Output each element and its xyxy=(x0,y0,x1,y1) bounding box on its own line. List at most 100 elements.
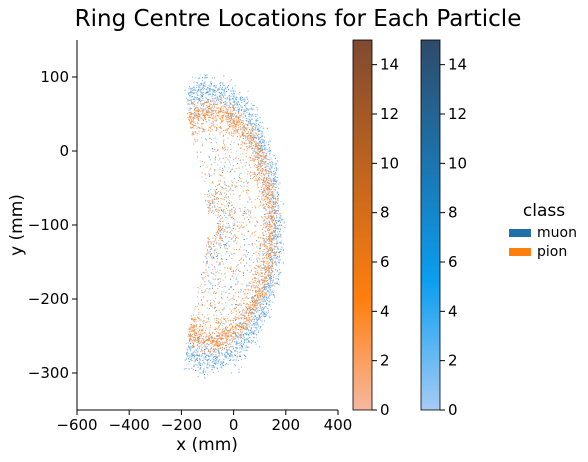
muon-point xyxy=(264,307,266,309)
muon-point xyxy=(221,293,223,295)
muon-point xyxy=(269,300,271,302)
muon-point xyxy=(221,92,223,94)
muon-point xyxy=(259,290,261,292)
muon-point xyxy=(223,114,225,116)
pion-point xyxy=(214,107,216,109)
pion-point xyxy=(266,256,268,258)
pion-point xyxy=(263,267,265,269)
pion-point xyxy=(250,167,252,169)
pion-point xyxy=(266,170,268,172)
pion-point xyxy=(231,113,233,115)
muon-point xyxy=(212,371,214,373)
pion-point xyxy=(270,257,272,259)
muon-point xyxy=(265,209,267,211)
muon-point xyxy=(275,189,277,191)
muon-point xyxy=(233,224,235,226)
muon-point xyxy=(214,162,216,164)
pion-point xyxy=(256,305,258,306)
muon-point xyxy=(222,365,224,367)
muon-point xyxy=(263,311,265,313)
muon-point xyxy=(220,93,222,95)
pion-point xyxy=(215,319,217,321)
pion-point xyxy=(216,237,218,239)
pion-point xyxy=(240,210,242,212)
pion-point xyxy=(190,127,192,129)
muon-point xyxy=(258,172,260,174)
pion-point xyxy=(215,109,217,111)
muon-point xyxy=(239,322,241,324)
muon-point xyxy=(275,242,277,244)
muon-point xyxy=(193,97,195,99)
pion-point xyxy=(235,117,237,119)
muon-point xyxy=(269,286,271,288)
pion-point xyxy=(271,255,273,257)
pion-point xyxy=(265,280,267,282)
pion-point xyxy=(212,129,214,131)
muon-point xyxy=(204,341,206,343)
muon-point xyxy=(203,100,205,102)
pion-point xyxy=(221,309,223,311)
pion-point xyxy=(245,152,247,154)
pion-point xyxy=(232,331,234,333)
pion-point xyxy=(259,280,261,282)
muon-point xyxy=(191,357,193,359)
muon-point xyxy=(250,327,252,329)
pion-point xyxy=(219,337,221,339)
pion-point xyxy=(263,261,265,263)
pion-point xyxy=(268,262,270,264)
muon-point xyxy=(224,92,226,94)
pion-point xyxy=(273,183,275,185)
muon-point xyxy=(207,363,209,365)
muon-point xyxy=(215,256,217,257)
pion-point xyxy=(264,186,266,188)
muon-point xyxy=(232,272,234,274)
muon-point xyxy=(220,323,222,325)
pion-point xyxy=(273,227,275,229)
muon-point xyxy=(256,135,258,137)
pion-point xyxy=(247,190,249,192)
muon-point xyxy=(234,100,236,102)
pion-point xyxy=(220,118,222,120)
pion-point xyxy=(194,115,196,117)
muon-point xyxy=(273,179,275,181)
pion-point xyxy=(214,304,216,306)
muon-point xyxy=(206,365,208,367)
muon-point xyxy=(188,108,190,110)
pion-point xyxy=(223,129,225,131)
pion-point xyxy=(275,210,277,212)
pion-point xyxy=(257,289,259,291)
pion-point xyxy=(262,194,264,196)
pion-point xyxy=(219,183,221,185)
pion-point xyxy=(234,224,236,226)
pion-point xyxy=(210,324,211,326)
pion-point xyxy=(220,191,221,193)
pion-point xyxy=(265,204,267,206)
muon-point xyxy=(262,131,264,133)
muon-point xyxy=(192,98,194,100)
pion-point xyxy=(262,152,264,154)
muon-point xyxy=(187,352,189,354)
muon-point xyxy=(250,107,252,109)
pion-point xyxy=(238,120,240,122)
pion-point xyxy=(220,102,222,104)
pion-point xyxy=(204,272,206,274)
pion-point xyxy=(196,345,198,347)
muon-point xyxy=(207,110,209,112)
muon-point xyxy=(264,158,266,160)
muon-point xyxy=(215,189,217,191)
muon-point xyxy=(220,364,222,366)
pion-point xyxy=(246,148,248,150)
pion-point xyxy=(236,123,238,125)
pion-point xyxy=(193,132,195,134)
pion-point xyxy=(251,300,253,302)
muon-point xyxy=(241,186,243,188)
pion-point xyxy=(235,324,237,326)
muon-point xyxy=(218,209,220,211)
pion-point xyxy=(233,225,235,227)
muon-point xyxy=(275,263,277,265)
muon-point xyxy=(200,103,202,105)
muon-point xyxy=(234,338,236,340)
pion-point xyxy=(267,270,269,272)
muon-point xyxy=(245,106,247,108)
muon-point xyxy=(229,342,231,344)
